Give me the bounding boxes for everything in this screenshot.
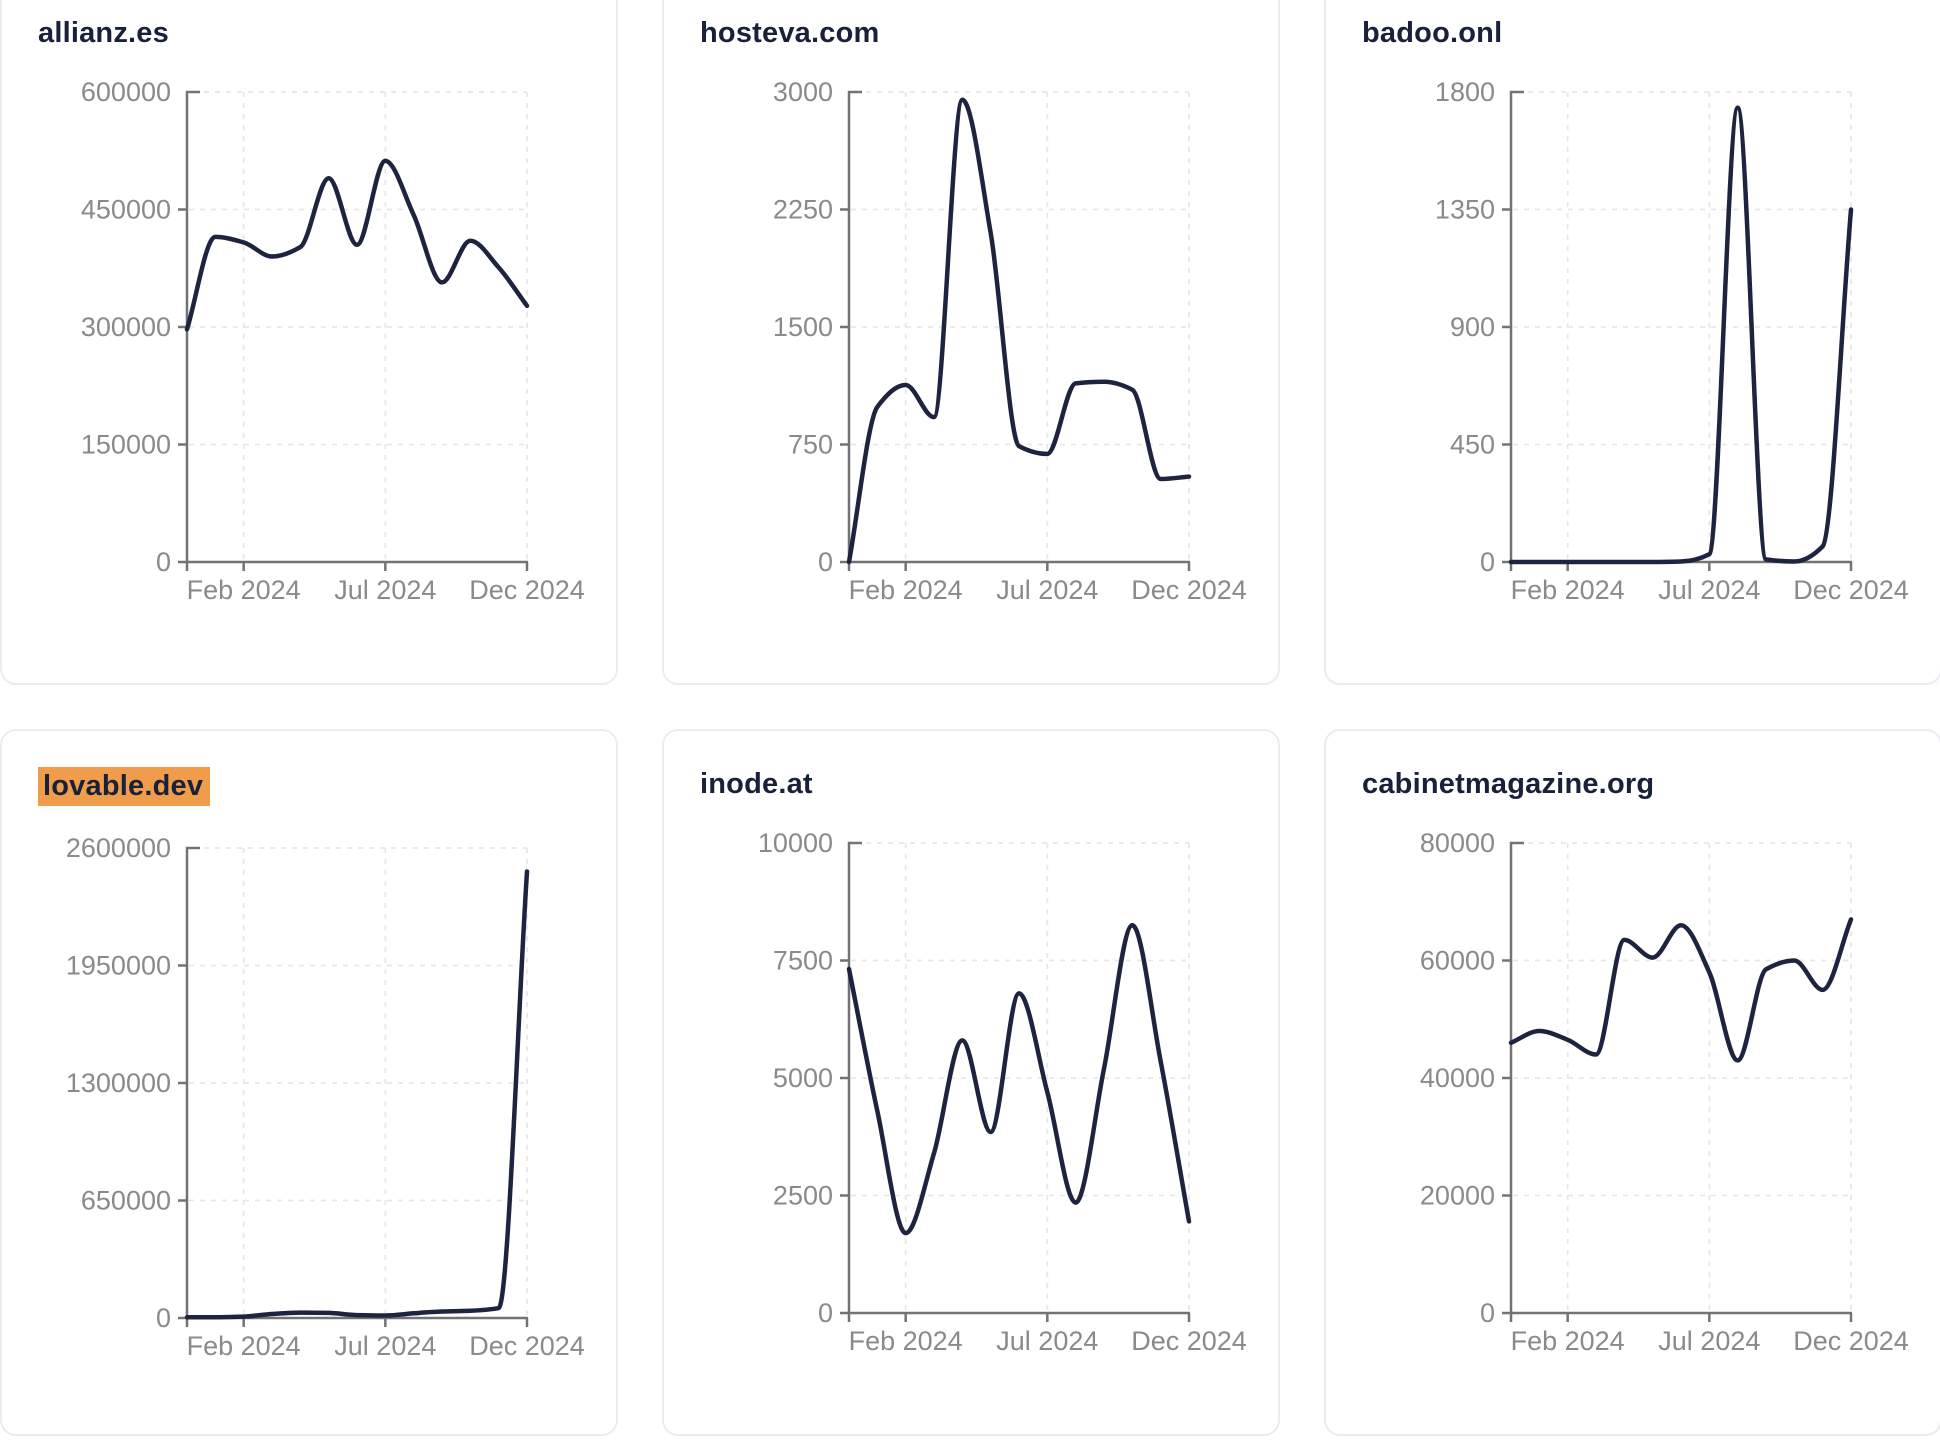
svg-text:Dec 2024: Dec 2024 [1793, 575, 1909, 605]
svg-text:0: 0 [156, 1303, 171, 1333]
svg-text:10000: 10000 [758, 828, 833, 858]
svg-text:20000: 20000 [1420, 1181, 1495, 1211]
chart-card: cabinetmagazine.org 0 20000 40000 60000 8000… [1324, 729, 1940, 1436]
svg-text:Jul 2024: Jul 2024 [334, 575, 436, 605]
svg-text:750: 750 [788, 430, 833, 460]
svg-text:1350: 1350 [1435, 195, 1495, 225]
svg-text:0: 0 [818, 547, 833, 577]
svg-text:Dec 2024: Dec 2024 [1131, 1326, 1247, 1356]
chart-title: lovable.dev [38, 767, 580, 806]
svg-text:3000: 3000 [773, 77, 833, 107]
svg-text:300000: 300000 [81, 312, 171, 342]
chart-card: hosteva.com 0 750 1500 2250 3000 Feb 2024 Jul … [662, 0, 1280, 685]
chart-title-text: inode.at [700, 768, 813, 800]
line-chart-svg: 0 20000 40000 60000 80000 Feb 2024 Jul 2024 Dec… [1420, 828, 1909, 1356]
svg-text:Dec 2024: Dec 2024 [1131, 575, 1247, 605]
svg-text:1500: 1500 [773, 312, 833, 342]
line-chart-svg: 0 650000 1300000 1950000 2600000 Feb 2024 Jul … [66, 833, 585, 1361]
svg-text:1300000: 1300000 [66, 1068, 171, 1098]
chart-card: lovable.dev 0 650000 1300000 1950000 2600000… [0, 729, 618, 1436]
chart-title-text: allianz.es [38, 17, 169, 49]
chart-title: hosteva.com [700, 16, 1242, 50]
svg-text:Feb 2024: Feb 2024 [1511, 1326, 1625, 1356]
chart-title-text: hosteva.com [700, 17, 880, 49]
svg-text:Dec 2024: Dec 2024 [1793, 1326, 1909, 1356]
svg-text:900: 900 [1450, 312, 1495, 342]
svg-text:0: 0 [1480, 1298, 1495, 1328]
chart-title: cabinetmagazine.org [1362, 767, 1904, 801]
line-chart-svg: 0 150000 300000 450000 600000 Feb 2024 Jul 202… [81, 77, 585, 605]
svg-text:Feb 2024: Feb 2024 [849, 1326, 963, 1356]
svg-text:Feb 2024: Feb 2024 [1511, 575, 1625, 605]
chart-card: inode.at 0 2500 5000 7500 10000 Feb 2024 Jul 2… [662, 729, 1280, 1436]
svg-text:80000: 80000 [1420, 828, 1495, 858]
svg-text:Feb 2024: Feb 2024 [187, 575, 301, 605]
svg-text:2500: 2500 [773, 1181, 833, 1211]
svg-text:450000: 450000 [81, 195, 171, 225]
svg-text:0: 0 [1480, 547, 1495, 577]
svg-text:1950000: 1950000 [66, 951, 171, 981]
svg-text:5000: 5000 [773, 1063, 833, 1093]
line-chart-svg: 0 450 900 1350 1800 Feb 2024 Jul 2024 Dec 2024 [1435, 77, 1909, 605]
svg-text:60000: 60000 [1420, 946, 1495, 976]
svg-text:Feb 2024: Feb 2024 [187, 1331, 301, 1361]
chart-title-text: cabinetmagazine.org [1362, 768, 1655, 800]
svg-text:Jul 2024: Jul 2024 [1658, 1326, 1760, 1356]
chart-title: inode.at [700, 767, 1242, 801]
svg-text:Jul 2024: Jul 2024 [996, 1326, 1098, 1356]
svg-text:7500: 7500 [773, 946, 833, 976]
svg-text:Jul 2024: Jul 2024 [996, 575, 1098, 605]
svg-text:450: 450 [1450, 430, 1495, 460]
svg-text:1800: 1800 [1435, 77, 1495, 107]
chart-card: allianz.es 0 150000 300000 450000 600000 Feb … [0, 0, 618, 685]
chart-title: badoo.onl [1362, 16, 1904, 50]
svg-text:600000: 600000 [81, 77, 171, 107]
chart-title-text: lovable.dev [38, 767, 211, 806]
svg-text:Feb 2024: Feb 2024 [849, 575, 963, 605]
svg-text:40000: 40000 [1420, 1063, 1495, 1093]
svg-text:2600000: 2600000 [66, 833, 171, 863]
line-chart-svg: 0 2500 5000 7500 10000 Feb 2024 Jul 2024 Dec 20… [758, 828, 1247, 1356]
line-chart-svg: 0 750 1500 2250 3000 Feb 2024 Jul 2024 Dec 2024 [773, 77, 1247, 605]
chart-title: allianz.es [38, 16, 580, 50]
svg-text:650000: 650000 [81, 1186, 171, 1216]
svg-text:Dec 2024: Dec 2024 [469, 1331, 585, 1361]
svg-text:Jul 2024: Jul 2024 [334, 1331, 436, 1361]
svg-text:2250: 2250 [773, 195, 833, 225]
svg-text:0: 0 [156, 547, 171, 577]
svg-text:0: 0 [818, 1298, 833, 1328]
chart-card: badoo.onl 0 450 900 1350 1800 Feb 2024 Jul 202… [1324, 0, 1940, 685]
svg-text:150000: 150000 [81, 430, 171, 460]
svg-text:Jul 2024: Jul 2024 [1658, 575, 1760, 605]
chart-title-text: badoo.onl [1362, 17, 1503, 49]
svg-text:Dec 2024: Dec 2024 [469, 575, 585, 605]
